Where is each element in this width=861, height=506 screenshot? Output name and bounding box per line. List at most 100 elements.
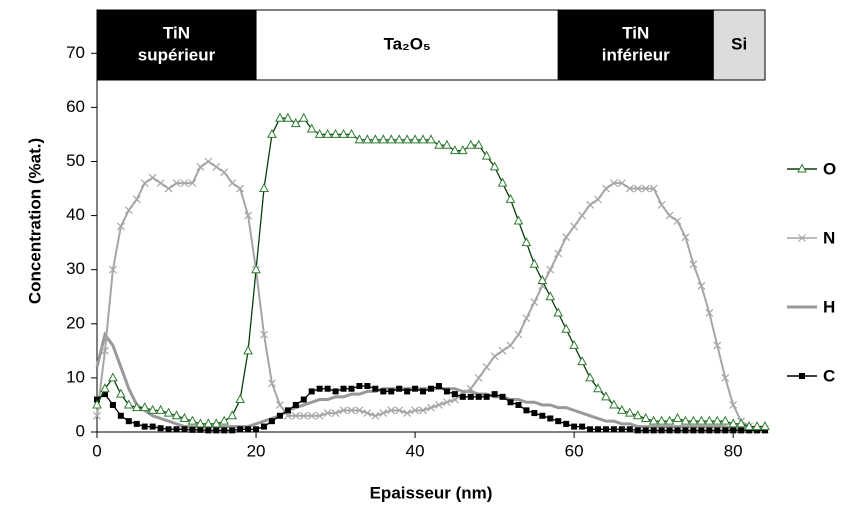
x-axis-title: Epaisseur (nm) <box>370 483 493 502</box>
point-marker <box>292 401 299 408</box>
point-marker <box>729 401 738 409</box>
point-marker <box>387 406 396 415</box>
point-marker <box>586 200 594 209</box>
point-marker <box>610 426 617 433</box>
point-marker <box>664 415 675 425</box>
point-marker <box>100 383 110 393</box>
point-marker <box>204 157 213 166</box>
point-marker <box>229 427 236 434</box>
point-marker <box>92 399 102 409</box>
point-marker <box>380 388 387 395</box>
point-marker <box>180 179 189 188</box>
point-marker <box>475 393 482 400</box>
point-marker <box>164 184 173 193</box>
y-tick-label: 60 <box>66 97 85 116</box>
point-marker <box>539 412 546 419</box>
point-marker <box>760 421 770 431</box>
point-marker <box>609 399 619 409</box>
point-marker <box>363 409 372 417</box>
point-marker <box>276 412 283 419</box>
point-marker <box>738 427 745 434</box>
x-tick-label: 40 <box>406 441 425 460</box>
point-marker <box>442 139 452 149</box>
point-marker <box>427 403 435 412</box>
point-marker <box>688 415 699 425</box>
point-marker <box>587 426 594 433</box>
point-marker <box>537 274 548 285</box>
point-marker <box>227 410 238 420</box>
point-marker <box>372 385 379 392</box>
point-marker <box>275 401 284 409</box>
point-marker <box>330 128 341 138</box>
point-marker <box>499 393 506 400</box>
point-marker <box>205 427 212 434</box>
point-marker <box>308 388 315 395</box>
point-marker <box>602 426 609 433</box>
legend-marker <box>797 163 807 173</box>
point-marker <box>260 330 268 339</box>
point-marker <box>156 179 165 188</box>
series-3 <box>94 383 768 434</box>
point-marker <box>546 265 555 274</box>
point-marker <box>331 409 340 417</box>
point-marker <box>642 427 649 434</box>
point-marker <box>690 427 697 434</box>
point-marker <box>656 415 667 425</box>
point-marker <box>378 134 389 144</box>
point-marker <box>283 112 293 122</box>
point-marker <box>450 395 459 404</box>
point-marker <box>624 407 635 417</box>
layer-box <box>255 9 559 81</box>
point-marker <box>625 184 634 193</box>
point-marker <box>483 393 490 400</box>
point-marker <box>125 418 132 425</box>
point-marker <box>569 339 579 349</box>
point-marker <box>704 415 715 425</box>
point-marker <box>147 404 158 414</box>
point-marker <box>236 184 245 193</box>
layer-label: Ta₂O₅ <box>384 34 431 53</box>
point-marker <box>507 399 514 406</box>
x-tick-label: 20 <box>247 441 266 460</box>
point-marker <box>450 145 460 155</box>
point-marker <box>355 406 364 415</box>
point-marker <box>618 426 625 433</box>
point-marker <box>370 134 381 144</box>
point-marker <box>515 401 522 408</box>
y-tick-label: 0 <box>76 421 85 440</box>
point-marker <box>149 423 156 430</box>
x-tick-label: 80 <box>724 441 743 460</box>
series-1 <box>93 157 769 434</box>
point-marker <box>595 426 601 433</box>
point-marker <box>632 410 643 420</box>
point-marker <box>563 420 570 427</box>
point-marker <box>481 150 492 160</box>
point-marker <box>213 427 220 434</box>
point-marker <box>418 134 428 144</box>
point-marker <box>364 383 371 390</box>
point-marker <box>626 426 633 433</box>
point-marker <box>641 184 650 193</box>
point-marker <box>562 233 571 242</box>
point-marker <box>473 139 484 149</box>
point-marker <box>116 388 126 398</box>
y-tick-label: 10 <box>66 367 85 386</box>
point-marker <box>116 222 125 231</box>
point-marker <box>435 383 442 390</box>
point-marker <box>268 379 276 388</box>
point-marker <box>514 330 523 339</box>
point-marker <box>666 427 673 434</box>
point-marker <box>396 385 403 392</box>
point-marker <box>245 426 252 433</box>
point-marker <box>316 385 323 392</box>
point-marker <box>348 385 355 392</box>
layer-label: TiN <box>622 23 649 42</box>
point-marker <box>593 383 603 393</box>
point-marker <box>362 134 373 144</box>
point-marker <box>212 162 221 171</box>
point-marker <box>109 401 116 408</box>
y-axis-title: Concentration (%at.) <box>25 138 44 304</box>
point-marker <box>108 372 118 382</box>
point-marker <box>189 426 196 433</box>
